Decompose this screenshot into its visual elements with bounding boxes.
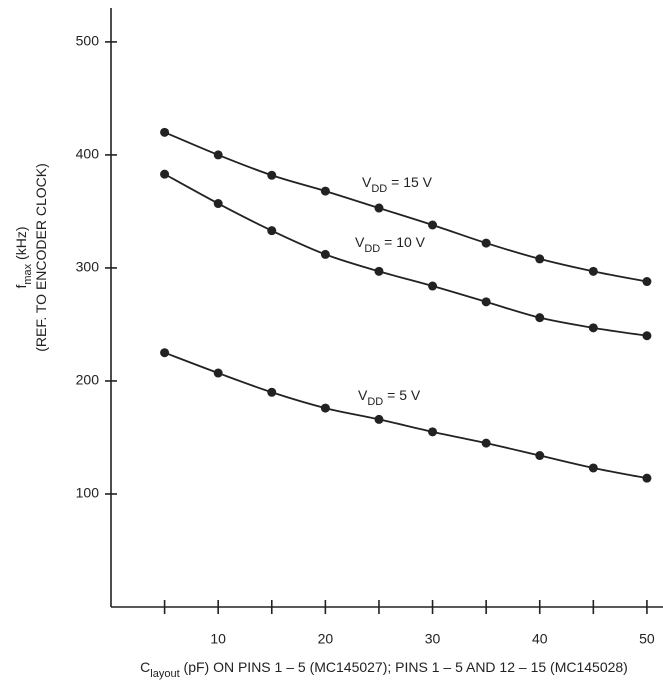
data-point — [588, 266, 598, 276]
label-part: layout — [150, 668, 179, 680]
curve — [164, 131, 648, 283]
y-tick-label: 300 — [76, 259, 100, 275]
label-part: (REF. TO ENCODER CLOCK) — [33, 163, 49, 352]
curve — [164, 173, 648, 337]
data-point — [320, 403, 330, 413]
label-part: DD — [371, 183, 387, 195]
data-point — [535, 254, 545, 264]
label-part: V — [355, 234, 365, 250]
curve — [164, 351, 648, 480]
label-part: = 5 V — [383, 387, 421, 403]
label-part: = 10 V — [380, 234, 425, 250]
data-point — [588, 463, 598, 473]
data-point — [267, 170, 277, 180]
x-tick-label: 30 — [425, 631, 441, 647]
data-point — [320, 186, 330, 196]
data-point — [535, 313, 545, 323]
data-point — [588, 323, 598, 333]
y-tick-label: 400 — [76, 146, 100, 162]
x-tick-label: 50 — [639, 631, 655, 647]
data-point — [320, 249, 330, 259]
x-tick-label: 10 — [210, 631, 226, 647]
data-point — [213, 199, 223, 209]
label-part: V — [358, 387, 368, 403]
curve-label: VDD = 15 V — [362, 174, 433, 195]
data-point — [428, 427, 438, 437]
y-tick-label: 100 — [76, 485, 100, 501]
data-point — [374, 414, 384, 424]
data-point — [481, 438, 491, 448]
label-part: (kHz) — [13, 227, 29, 264]
data-point — [374, 266, 384, 276]
data-point — [481, 297, 491, 307]
label-part: V — [362, 174, 372, 190]
data-point — [481, 238, 491, 248]
data-point — [213, 150, 223, 160]
data-point — [642, 331, 652, 341]
label-part: DD — [367, 396, 383, 408]
data-point — [642, 473, 652, 483]
label-part: = 15 V — [387, 174, 432, 190]
x-tick-label: 20 — [318, 631, 334, 647]
label-part: C — [140, 659, 150, 675]
x-label: Clayout (pF) ON PINS 1 – 5 (MC145027); P… — [140, 659, 628, 680]
data-point — [267, 387, 277, 397]
x-tick-label: 40 — [532, 631, 548, 647]
curve-label: VDD = 10 V — [355, 234, 426, 255]
curve-label: VDD = 5 V — [358, 387, 421, 408]
y-label-line: fmax (kHz) — [13, 227, 34, 289]
data-point — [160, 127, 170, 137]
data-point — [160, 348, 170, 358]
data-point — [642, 277, 652, 287]
label-part: max — [22, 263, 34, 284]
data-point — [428, 220, 438, 230]
data-point — [535, 451, 545, 461]
data-point — [213, 368, 223, 378]
data-point — [267, 226, 277, 236]
y-tick-label: 500 — [76, 33, 100, 49]
y-label-line: (REF. TO ENCODER CLOCK) — [33, 163, 49, 352]
y-label: fmax (kHz) (REF. TO ENCODER CLOCK) — [13, 163, 49, 352]
y-tick-label: 200 — [76, 372, 100, 388]
data-point — [374, 203, 384, 213]
data-point — [428, 281, 438, 291]
label-part: f — [13, 285, 29, 289]
data-point — [160, 169, 170, 179]
label-part: (pF) ON PINS 1 – 5 (MC145027); PINS 1 – … — [180, 659, 628, 675]
label-part: DD — [364, 243, 380, 255]
